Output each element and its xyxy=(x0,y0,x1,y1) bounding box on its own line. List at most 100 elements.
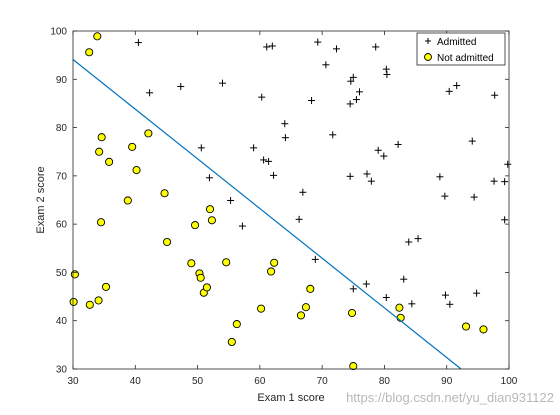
not-admitted-point xyxy=(95,147,104,156)
not-admitted-point xyxy=(96,218,106,227)
admitted-point xyxy=(347,77,355,85)
not-admitted-point xyxy=(222,258,231,267)
not-admitted-point xyxy=(160,189,169,198)
legend-plus-marker xyxy=(425,38,431,44)
admitted-point xyxy=(238,222,246,230)
axis-ticks: 30 40 50 60 70 80 90 100 30 40 50 60 70 80 90 100 xyxy=(50,27,517,388)
admitted-point xyxy=(349,285,357,293)
not-admitted-point xyxy=(479,325,488,334)
admitted-point xyxy=(441,192,449,200)
x-tick-label: 50 xyxy=(192,376,204,387)
not-admitted-point xyxy=(94,296,103,305)
x-tick-label: 80 xyxy=(379,376,391,387)
plot-frame xyxy=(72,30,510,370)
admitted-point xyxy=(265,157,273,165)
not-admitted-point xyxy=(93,32,102,41)
not-admitted-point xyxy=(347,308,357,318)
admitted-point xyxy=(470,193,478,201)
not-admitted-point xyxy=(270,258,279,267)
admitted-point xyxy=(281,134,289,142)
not-admitted-point xyxy=(349,362,358,371)
admitted-point xyxy=(501,178,509,186)
admitted-point xyxy=(473,289,481,297)
admitted-point xyxy=(446,300,454,308)
not-admitted-point xyxy=(187,259,196,268)
admitted-point xyxy=(490,177,498,185)
admitted-point xyxy=(414,235,422,243)
admitted-point xyxy=(329,131,337,139)
not-admitted-point xyxy=(301,303,310,312)
admitted-point xyxy=(453,82,461,90)
legend-label-admitted: Admitted xyxy=(437,37,476,48)
admitted-point xyxy=(405,238,413,246)
not-admitted-point xyxy=(267,267,276,276)
admitted-point xyxy=(349,73,357,81)
legend-box xyxy=(416,32,506,66)
y-tick-label: 90 xyxy=(56,75,68,86)
watermark-text: https://blog.csdn.net/yu_dian931122 xyxy=(346,390,554,405)
y-tick-label: 80 xyxy=(56,123,68,134)
admitted-point xyxy=(382,294,390,302)
admitted-point xyxy=(362,280,370,288)
not-admitted-point xyxy=(101,282,111,291)
not-admitted-point xyxy=(461,322,471,331)
y-tick-label: 30 xyxy=(56,365,68,376)
x-tick-label: 90 xyxy=(441,376,453,387)
admitted-point xyxy=(268,42,276,50)
legend-circle-marker xyxy=(424,53,432,61)
y-tick-label: 70 xyxy=(56,171,68,182)
plot-background xyxy=(73,31,509,369)
not-admitted-point xyxy=(144,129,153,138)
admitted-point xyxy=(227,196,235,204)
admitted-point xyxy=(468,137,476,145)
admitted-point xyxy=(281,120,289,128)
admitted-point xyxy=(501,216,509,224)
admitted-point xyxy=(363,170,371,178)
not-admitted-point xyxy=(163,237,172,247)
not-admitted-point xyxy=(257,304,266,313)
admitted-point xyxy=(491,91,499,99)
not-admitted-point xyxy=(395,303,404,312)
admitted-point xyxy=(177,83,185,91)
admitted-point xyxy=(197,144,205,152)
not-admitted-point xyxy=(85,300,94,309)
not-admitted-point xyxy=(123,196,132,205)
x-tick-label: 70 xyxy=(317,376,329,387)
admitted-point xyxy=(394,140,402,148)
admitted-point xyxy=(218,79,226,87)
admitted-point xyxy=(263,43,271,51)
admitted-point xyxy=(295,215,303,223)
not-admitted-point xyxy=(207,216,216,225)
admitted-point xyxy=(270,171,278,179)
decision-boundary-line xyxy=(72,59,462,370)
not-admitted-point xyxy=(296,311,306,320)
admitted-point xyxy=(408,300,416,308)
y-tick-label: 40 xyxy=(56,316,68,327)
x-tick-label: 100 xyxy=(501,376,518,387)
not-admitted-point xyxy=(196,273,205,282)
not-admitted-point xyxy=(128,142,137,151)
not-admitted-point xyxy=(97,133,106,142)
admitted-point xyxy=(380,152,388,160)
not-admitted-point xyxy=(202,283,211,292)
admitted-point xyxy=(346,100,354,108)
admitted-point xyxy=(441,291,449,299)
not-admitted-point xyxy=(232,320,241,329)
admitted-point xyxy=(356,88,364,96)
y-tick-label: 100 xyxy=(50,27,67,38)
x-axis-label: Exam 1 score xyxy=(257,392,324,404)
not-admitted-point xyxy=(306,284,315,293)
admitted-point xyxy=(346,172,354,180)
legend-label-not-admitted: Not admitted xyxy=(437,53,494,64)
y-tick-label: 50 xyxy=(56,268,68,279)
admitted-point xyxy=(352,96,360,104)
admitted-point xyxy=(250,144,258,152)
not-admitted-point xyxy=(132,166,141,175)
admitted-point xyxy=(311,255,319,263)
admitted-point xyxy=(258,93,266,101)
admitted-point xyxy=(382,65,390,73)
not-admitted-point xyxy=(227,337,236,347)
admitted-point xyxy=(436,173,444,181)
admitted-point xyxy=(367,177,375,185)
